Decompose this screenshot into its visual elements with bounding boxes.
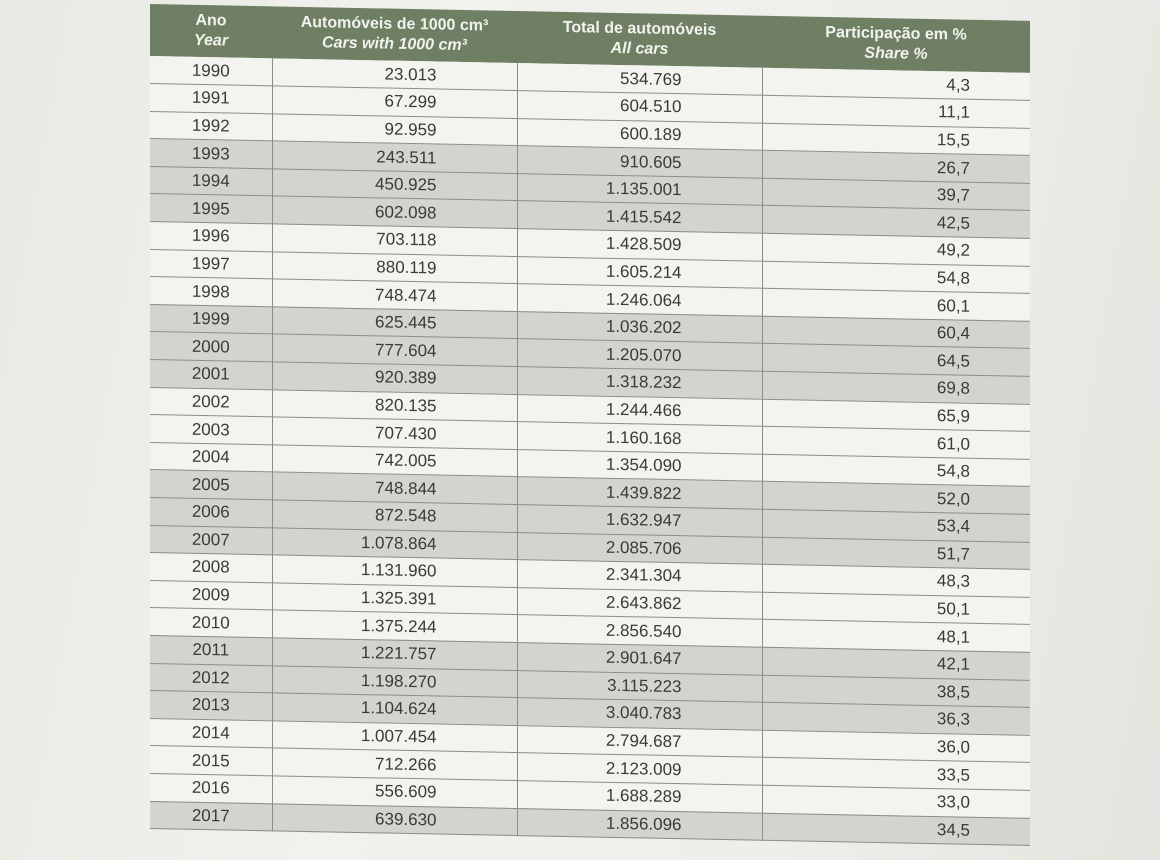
- cell-year: 1996: [150, 221, 272, 252]
- cell-year: 2015: [150, 745, 272, 776]
- header-year: Ano Year: [150, 4, 272, 59]
- document-page: Ano Year Automóveis de 1000 cm³ Cars wit…: [150, 4, 1030, 846]
- cell-year: 1992: [150, 111, 272, 142]
- header-cars1000-en: Cars with 1000 cm³: [322, 34, 467, 55]
- header-year-pt: Ano: [195, 11, 227, 30]
- cell-total: 1.856.096: [517, 808, 762, 841]
- cell-year: 2004: [150, 442, 272, 473]
- header-cars1000-pt: Automóveis de 1000 cm³: [300, 13, 489, 35]
- cell-year: 2016: [150, 773, 272, 804]
- cell-year: 2001: [150, 359, 272, 390]
- cell-year: 2008: [150, 552, 272, 583]
- header-year-en: Year: [193, 31, 229, 50]
- cell-year: 1997: [150, 249, 272, 280]
- cell-year: 1995: [150, 193, 272, 224]
- cell-year: 2009: [150, 580, 272, 611]
- cell-year: 1991: [150, 83, 272, 114]
- header-share: Participação em % Share %: [762, 15, 1030, 73]
- cell-year: 1994: [150, 166, 272, 197]
- header-total-en: All cars: [610, 39, 669, 58]
- cell-year: 2014: [150, 718, 272, 749]
- cell-year: 2012: [150, 663, 272, 693]
- table-body: 1990 23.013 534.769 4,3 1991 67.299 604.510 11,…: [150, 56, 1030, 846]
- cell-year: 2003: [150, 414, 272, 445]
- cell-year: 1999: [150, 304, 272, 335]
- header-total: Total de automóveis All cars: [517, 11, 762, 68]
- cell-year: 1993: [150, 138, 272, 169]
- header-cars1000: Automóveis de 1000 cm³ Cars with 1000 cm…: [272, 6, 517, 64]
- cell-year: 2000: [150, 331, 272, 362]
- cell-year: 2006: [150, 497, 272, 528]
- cell-year: 1990: [150, 56, 272, 86]
- cell-year: 1998: [150, 276, 272, 307]
- cell-year: 2013: [150, 690, 272, 721]
- header-share-en: Share %: [864, 44, 928, 63]
- cell-year: 2005: [150, 469, 272, 500]
- header-total-pt: Total de automóveis: [562, 18, 717, 39]
- car-sales-table: Ano Year Automóveis de 1000 cm³ Cars wit…: [150, 4, 1030, 846]
- cell-year: 2017: [150, 801, 272, 831]
- cell-year: 2011: [150, 635, 272, 666]
- cell-year: 2002: [150, 387, 272, 418]
- cell-year: 2010: [150, 607, 272, 638]
- cell-cars1000: 639.630: [272, 803, 517, 836]
- cell-year: 2007: [150, 525, 272, 556]
- cell-share: 34,5: [762, 812, 1030, 846]
